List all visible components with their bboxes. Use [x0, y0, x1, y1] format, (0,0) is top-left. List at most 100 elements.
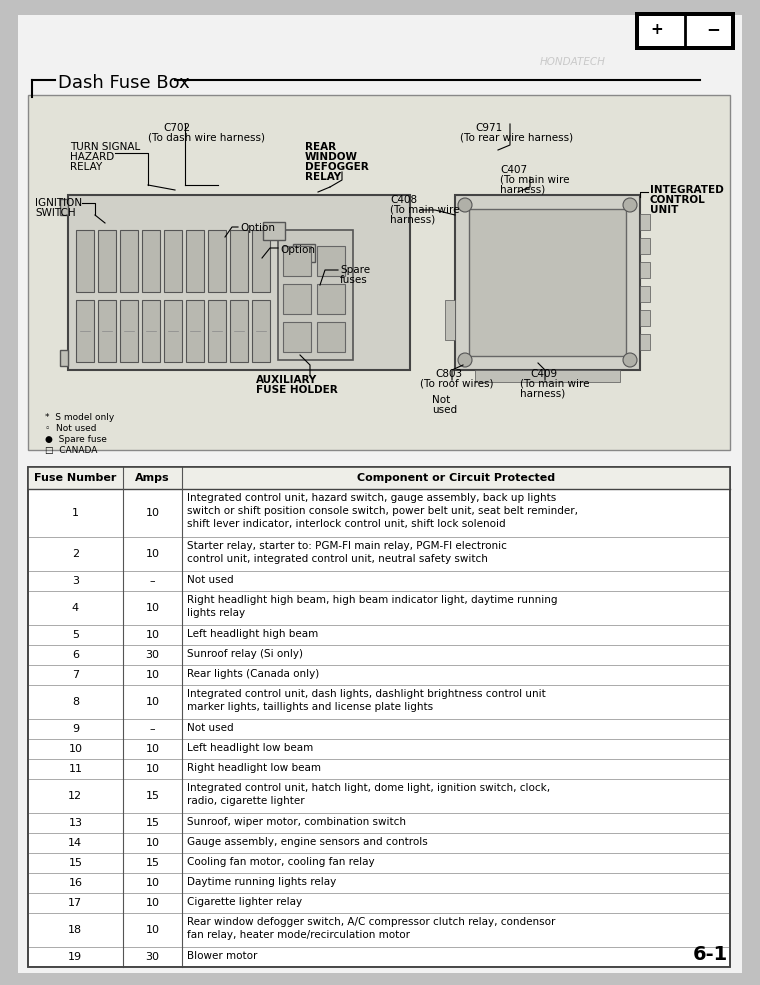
Text: 10: 10 — [146, 603, 160, 613]
Bar — [28, 467, 730, 967]
Text: used: used — [432, 405, 457, 415]
Text: Sunroof, wiper motor, combination switch: Sunroof, wiper motor, combination switch — [188, 817, 407, 827]
Bar — [230, 300, 248, 362]
Bar — [278, 230, 353, 360]
Text: Left headlight high beam: Left headlight high beam — [188, 629, 318, 639]
Text: Blower motor: Blower motor — [188, 951, 258, 961]
Bar — [635, 12, 735, 50]
Text: 30: 30 — [146, 952, 160, 962]
Text: 10: 10 — [146, 697, 160, 707]
Bar — [142, 300, 160, 362]
Text: Rear window defogger switch, A/C compressor clutch relay, condensor: Rear window defogger switch, A/C compres… — [188, 917, 556, 927]
Text: ◦  Not used: ◦ Not used — [45, 424, 97, 433]
Text: 6-1: 6-1 — [692, 946, 727, 964]
Text: Cigarette lighter relay: Cigarette lighter relay — [188, 897, 302, 907]
Bar — [317, 322, 345, 352]
Text: HAZARD: HAZARD — [70, 152, 114, 162]
Text: Integrated control unit, hatch light, dome light, ignition switch, clock,: Integrated control unit, hatch light, do… — [188, 783, 550, 793]
Bar — [640, 334, 650, 350]
Text: fan relay, heater mode/recirculation motor: fan relay, heater mode/recirculation mot… — [188, 930, 410, 940]
Text: Component or Circuit Protected: Component or Circuit Protected — [357, 473, 556, 483]
Text: switch or shift position console switch, power belt unit, seat belt reminder,: switch or shift position console switch,… — [188, 506, 578, 516]
Text: C803: C803 — [435, 369, 462, 379]
Text: (To roof wires): (To roof wires) — [420, 379, 493, 389]
Text: Gauge assembly, engine sensors and controls: Gauge assembly, engine sensors and contr… — [188, 837, 428, 847]
Text: 15: 15 — [146, 858, 160, 868]
Text: 14: 14 — [68, 838, 82, 848]
Text: 18: 18 — [68, 925, 82, 935]
Bar — [445, 300, 455, 340]
Text: Not: Not — [432, 395, 450, 405]
Bar — [230, 230, 248, 292]
Bar — [293, 244, 315, 262]
Text: Starter relay, starter to: PGM-FI main relay, PGM-FI electronic: Starter relay, starter to: PGM-FI main r… — [188, 541, 508, 551]
Bar — [208, 230, 226, 292]
Text: C407: C407 — [500, 165, 527, 175]
Text: Right headlight low beam: Right headlight low beam — [188, 763, 321, 773]
Text: (To rear wire harness): (To rear wire harness) — [460, 133, 573, 143]
Bar — [76, 300, 94, 362]
Text: −: − — [706, 20, 720, 38]
Bar — [60, 199, 68, 215]
Bar — [28, 95, 730, 450]
Text: DEFOGGER: DEFOGGER — [305, 162, 369, 172]
Bar — [317, 246, 345, 276]
Text: INTEGRATED: INTEGRATED — [650, 185, 724, 195]
Text: REAR: REAR — [305, 142, 336, 152]
Text: 15: 15 — [68, 858, 82, 868]
Bar — [28, 467, 730, 967]
Bar — [640, 286, 650, 302]
Text: 12: 12 — [68, 791, 82, 801]
Text: (To dash wire harness): (To dash wire harness) — [148, 133, 265, 143]
Text: control unit, integrated control unit, neutral safety switch: control unit, integrated control unit, n… — [188, 554, 489, 564]
Text: 7: 7 — [72, 670, 79, 680]
Text: C971: C971 — [475, 123, 502, 133]
Text: lights relay: lights relay — [188, 608, 245, 618]
Text: 8: 8 — [72, 697, 79, 707]
Text: 19: 19 — [68, 952, 82, 962]
Text: (To main wire: (To main wire — [520, 379, 590, 389]
Text: Daytime running lights relay: Daytime running lights relay — [188, 877, 337, 887]
Text: Option: Option — [240, 223, 275, 233]
Text: 15: 15 — [146, 791, 160, 801]
Text: Option: Option — [280, 245, 315, 255]
Bar — [283, 284, 311, 314]
Bar — [263, 222, 285, 240]
Text: 5: 5 — [72, 630, 79, 640]
Text: IGNITION: IGNITION — [35, 198, 82, 208]
Bar — [60, 350, 68, 366]
Text: 30: 30 — [146, 650, 160, 660]
Text: HONDATECH: HONDATECH — [540, 57, 606, 67]
Text: 10: 10 — [146, 925, 160, 935]
Text: –: – — [150, 724, 155, 734]
Bar — [164, 230, 182, 292]
Text: 4: 4 — [72, 603, 79, 613]
Text: radio, cigarette lighter: radio, cigarette lighter — [188, 796, 305, 806]
Text: C702: C702 — [163, 123, 190, 133]
Text: WINDOW: WINDOW — [305, 152, 358, 162]
Text: 10: 10 — [146, 508, 160, 518]
Text: 10: 10 — [146, 764, 160, 774]
Circle shape — [458, 353, 472, 367]
Text: –: – — [150, 576, 155, 586]
Text: 10: 10 — [146, 838, 160, 848]
Bar — [252, 300, 270, 362]
Text: Dash Fuse Box: Dash Fuse Box — [58, 74, 190, 92]
Text: harness): harness) — [500, 185, 545, 195]
Text: *  S model only: * S model only — [45, 413, 114, 422]
Text: TURN SIGNAL: TURN SIGNAL — [70, 142, 141, 152]
Text: Amps: Amps — [135, 473, 170, 483]
Text: shift lever indicator, interlock control unit, shift lock solenoid: shift lever indicator, interlock control… — [188, 519, 506, 529]
Text: harness): harness) — [390, 215, 435, 225]
Bar — [142, 230, 160, 292]
Text: RELAY: RELAY — [70, 162, 103, 172]
Text: UNIT: UNIT — [650, 205, 679, 215]
Text: Integrated control unit, hazard switch, gauge assembly, back up lights: Integrated control unit, hazard switch, … — [188, 493, 556, 503]
Text: Integrated control unit, dash lights, dashlight brightness control unit: Integrated control unit, dash lights, da… — [188, 689, 546, 699]
Bar — [28, 467, 730, 489]
Text: 11: 11 — [68, 764, 82, 774]
Text: 17: 17 — [68, 898, 82, 908]
Bar — [186, 230, 204, 292]
Text: 3: 3 — [72, 576, 79, 586]
Text: 10: 10 — [146, 549, 160, 559]
